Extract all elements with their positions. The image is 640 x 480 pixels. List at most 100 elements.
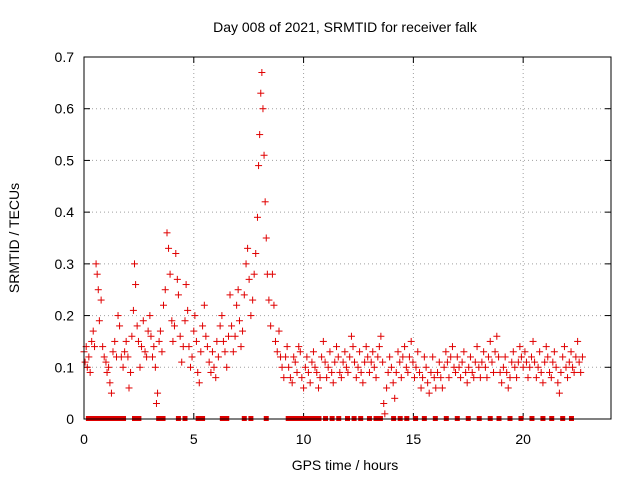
data-point bbox=[288, 379, 296, 387]
data-point bbox=[102, 358, 110, 366]
data-point bbox=[86, 368, 94, 376]
data-point bbox=[316, 374, 324, 382]
data-point bbox=[567, 348, 575, 356]
data-point bbox=[278, 363, 286, 371]
data-point bbox=[517, 353, 525, 361]
data-point bbox=[176, 332, 184, 340]
data-point bbox=[229, 348, 237, 356]
data-point bbox=[370, 363, 378, 371]
data-point bbox=[303, 353, 311, 361]
y-tick-label: 0.4 bbox=[55, 204, 75, 220]
data-point bbox=[575, 358, 583, 366]
data-point bbox=[367, 358, 375, 366]
data-point bbox=[549, 358, 557, 366]
data-point bbox=[237, 343, 245, 351]
grid-lines bbox=[84, 57, 611, 419]
data-point bbox=[534, 363, 542, 371]
data-point bbox=[239, 327, 247, 335]
data-point bbox=[127, 368, 135, 376]
data-point bbox=[486, 337, 494, 345]
data-point bbox=[168, 317, 176, 325]
data-point bbox=[407, 337, 415, 345]
data-point bbox=[342, 363, 350, 371]
data-point bbox=[354, 363, 362, 371]
data-point bbox=[221, 348, 229, 356]
y-tick-label: 0.5 bbox=[55, 152, 75, 168]
data-point bbox=[503, 368, 511, 376]
data-point bbox=[430, 374, 438, 382]
data-point bbox=[559, 353, 567, 361]
data-point bbox=[134, 337, 142, 345]
data-point bbox=[124, 353, 132, 361]
data-point bbox=[416, 368, 424, 376]
data-point bbox=[379, 358, 387, 366]
data-point bbox=[172, 250, 180, 258]
data-point bbox=[226, 291, 234, 299]
data-point bbox=[242, 260, 250, 268]
data-point bbox=[374, 353, 382, 361]
data-point bbox=[315, 384, 323, 392]
data-point bbox=[163, 229, 171, 237]
data-point bbox=[369, 348, 377, 356]
data-point bbox=[261, 198, 269, 206]
data-point bbox=[223, 363, 231, 371]
x-tick-label: 10 bbox=[296, 431, 312, 447]
data-point bbox=[471, 358, 479, 366]
data-point bbox=[375, 343, 383, 351]
data-point bbox=[280, 374, 288, 382]
data-point bbox=[139, 317, 147, 325]
data-point bbox=[159, 301, 167, 309]
data-point bbox=[380, 399, 388, 407]
data-point bbox=[414, 348, 422, 356]
data-point bbox=[256, 131, 264, 139]
data-point bbox=[574, 337, 582, 345]
data-point bbox=[555, 389, 563, 397]
data-point bbox=[156, 327, 164, 335]
data-point bbox=[93, 270, 101, 278]
data-point bbox=[259, 105, 267, 113]
data-point bbox=[442, 348, 450, 356]
data-point bbox=[572, 353, 580, 361]
data-point bbox=[463, 379, 471, 387]
data-point bbox=[331, 358, 339, 366]
data-point bbox=[136, 363, 144, 371]
data-point bbox=[465, 363, 473, 371]
data-point bbox=[386, 353, 394, 361]
data-point bbox=[481, 363, 489, 371]
data-point bbox=[347, 332, 355, 340]
data-point bbox=[188, 353, 196, 361]
data-point bbox=[282, 353, 290, 361]
data-point bbox=[311, 363, 319, 371]
data-point bbox=[488, 358, 496, 366]
data-point bbox=[94, 286, 102, 294]
data-point bbox=[448, 343, 456, 351]
data-point bbox=[468, 368, 476, 376]
data-point bbox=[260, 151, 268, 159]
data-point bbox=[117, 353, 125, 361]
data-point bbox=[425, 389, 433, 397]
data-point bbox=[208, 348, 216, 356]
data-point bbox=[100, 353, 108, 361]
x-axis-title: GPS time / hours bbox=[292, 457, 399, 473]
data-point bbox=[470, 374, 478, 382]
data-point bbox=[447, 353, 455, 361]
data-point bbox=[89, 327, 97, 335]
data-point bbox=[557, 368, 565, 376]
data-point bbox=[333, 343, 341, 351]
axis-ticks: 0 0.1 0.2 0.3 0.4 0.5 0.6 0.7 0 5 10 15 20 bbox=[55, 49, 611, 447]
data-point bbox=[501, 353, 509, 361]
data-point bbox=[106, 379, 114, 387]
data-point bbox=[542, 343, 550, 351]
data-point bbox=[434, 368, 442, 376]
data-point bbox=[519, 363, 527, 371]
data-point bbox=[290, 353, 298, 361]
data-point bbox=[200, 301, 208, 309]
data-point bbox=[158, 348, 166, 356]
data-point bbox=[496, 368, 504, 376]
data-point bbox=[364, 353, 372, 361]
x-tick-label: 0 bbox=[80, 431, 88, 447]
data-point bbox=[146, 312, 154, 320]
data-point bbox=[372, 374, 380, 382]
data-point bbox=[205, 358, 213, 366]
data-point bbox=[509, 348, 517, 356]
